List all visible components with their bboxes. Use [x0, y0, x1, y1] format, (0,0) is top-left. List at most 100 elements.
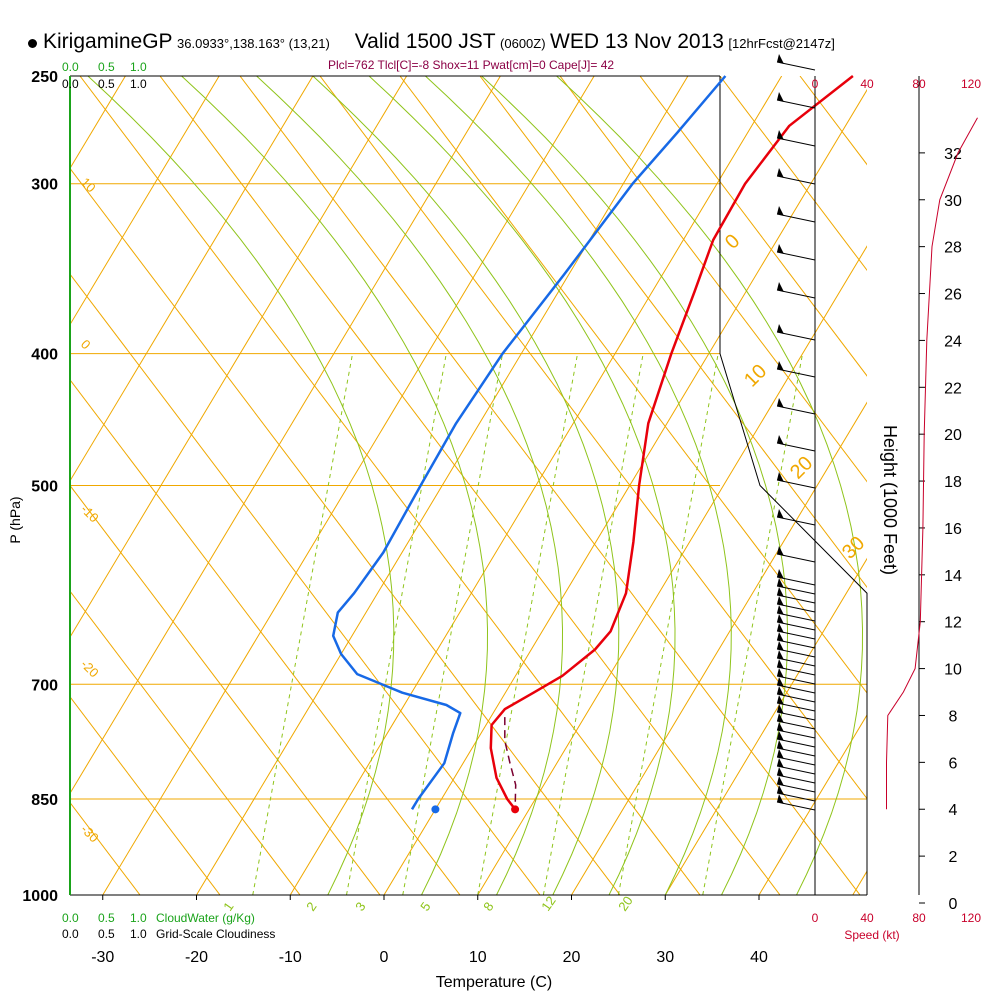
wind-barb [776, 206, 816, 223]
wind-barb [776, 695, 816, 712]
dry-adiabat-line [719, 76, 867, 272]
isotherm-line [571, 401, 867, 895]
speed-tick-top: 80 [912, 77, 926, 91]
dry-adiabat-line [70, 696, 221, 895]
speed-tick-top: 40 [860, 77, 874, 91]
wind-barb-flag [777, 578, 784, 588]
cloud-scale-bottom-black: 1.0 [130, 927, 147, 941]
moist-adiabat-curve [312, 76, 620, 895]
wind-barb-flag [777, 92, 784, 102]
height-tick-label: 28 [944, 240, 962, 257]
moist-adiabat-label: 30 [838, 532, 869, 563]
cloud-scale-top-green: 0.0 [62, 60, 79, 74]
cloud-scale-top-black: 0.0 [62, 77, 79, 91]
dry-adiabat-label: -10 [78, 502, 102, 526]
cloud-scale-top-black: 0.5 [98, 77, 115, 91]
wind-barb-flag [777, 54, 784, 64]
plot-area [0, 76, 867, 895]
wind-barb-flag [777, 713, 784, 723]
pressure-tick-label: 500 [31, 479, 58, 496]
isotherm-line [0, 76, 32, 895]
dry-adiabat-line [399, 76, 867, 694]
wind-barb [776, 435, 816, 452]
station-dot-icon [28, 39, 37, 49]
wind-barb-flag [777, 398, 784, 408]
wind-barb [776, 713, 816, 730]
isotherm-line [852, 870, 867, 895]
wind-barb [776, 361, 816, 378]
height-tick-label: 26 [944, 287, 962, 304]
height-tick-label: 30 [944, 193, 962, 210]
wind-barb-flag [777, 361, 784, 371]
x-tick-label: 20 [563, 949, 581, 966]
height-tick-label: 16 [944, 521, 962, 538]
wind-barb [776, 677, 816, 694]
wind-barb-flag [777, 435, 784, 445]
wind-barb [776, 749, 816, 766]
temperature-profile-line [489, 75, 854, 811]
station-name: KirigamineGP [43, 30, 173, 53]
station-coords: 36.0933°,138.163° (13,21) [177, 36, 330, 51]
x-axis-title: Temperature (C) [436, 974, 552, 991]
wind-barb [776, 704, 816, 721]
cloud-scale-top-black: 1.0 [130, 77, 147, 91]
cloudiness-label: Grid-Scale Cloudiness [156, 927, 275, 941]
height-tick-label: 0 [949, 896, 958, 913]
moist-adiabat-label: 0 [721, 230, 744, 253]
surface-temperature-point [511, 805, 520, 814]
mixing-ratio-line [542, 353, 644, 895]
speed-tick-bottom: 80 [912, 911, 926, 925]
mixing-ratio-label: 20 [615, 893, 636, 913]
wind-barb-flag [777, 704, 784, 714]
speed-tick-top: 120 [961, 77, 981, 91]
mixing-ratio-label: 5 [417, 899, 433, 914]
speed-tick-bottom: 0 [812, 911, 819, 925]
isotherm-line [664, 557, 867, 895]
height-tick-label: 4 [949, 802, 958, 819]
moist-adiabat-curve [181, 76, 489, 895]
wind-barb [776, 54, 816, 71]
mixing-ratio-line [702, 353, 804, 895]
wind-barb [776, 509, 816, 526]
valid-date: WED 13 Nov 2013 [550, 30, 724, 53]
wind-barb-flag [777, 546, 784, 556]
wind-barb [776, 722, 816, 739]
mixing-ratio-line [402, 353, 504, 895]
wind-barb [776, 596, 816, 613]
cloud-scale-bottom-black: 0.5 [98, 927, 115, 941]
wind-barb [776, 668, 816, 685]
height-tick-label: 18 [944, 474, 962, 491]
x-tick-label: 10 [469, 949, 487, 966]
moist-adiabat-curve [256, 76, 564, 895]
chart-header: KirigamineGP 36.0933°,138.163° (13,21) V… [28, 30, 835, 54]
stability-params: Plcl=762 Tlcl[C]=-8 Shox=11 Pwat[cm]=0 C… [328, 58, 615, 72]
mixing-ratio-label: 3 [352, 899, 368, 914]
pressure-tick-label: 700 [31, 677, 58, 694]
height-tick-label: 14 [944, 568, 962, 585]
cloudwater-label: CloudWater (g/Kg) [156, 911, 255, 925]
wind-barb-flag [777, 623, 784, 633]
isotherm-line [758, 714, 867, 895]
height-tick-label: 8 [949, 708, 958, 725]
isotherm-line [70, 76, 408, 639]
moist-adiabat-curve [481, 76, 789, 895]
wind-barb-flag [777, 168, 784, 178]
pressure-axis-title: P (hPa) [7, 496, 23, 543]
wind-barb [776, 740, 816, 757]
dry-adiabat-line [70, 167, 621, 895]
height-tick-label: 12 [944, 615, 962, 632]
moist-adiabat-curve [368, 76, 676, 895]
cloud-scale-top-green: 1.0 [130, 60, 147, 74]
wind-barb-flag [777, 695, 784, 705]
speed-tick-bottom: 40 [860, 911, 874, 925]
wind-barb-flag [777, 130, 784, 140]
mixing-ratio-label: 12 [538, 893, 559, 913]
forecast-info: [12hrFcst@2147z] [728, 36, 835, 51]
valid-zulu: (0600Z) [500, 36, 546, 51]
wind-barb [776, 641, 816, 658]
wind-barb [776, 472, 816, 489]
dry-adiabat-line [70, 378, 461, 895]
wind-barb-flag [777, 206, 784, 216]
wind-barb [776, 623, 816, 640]
